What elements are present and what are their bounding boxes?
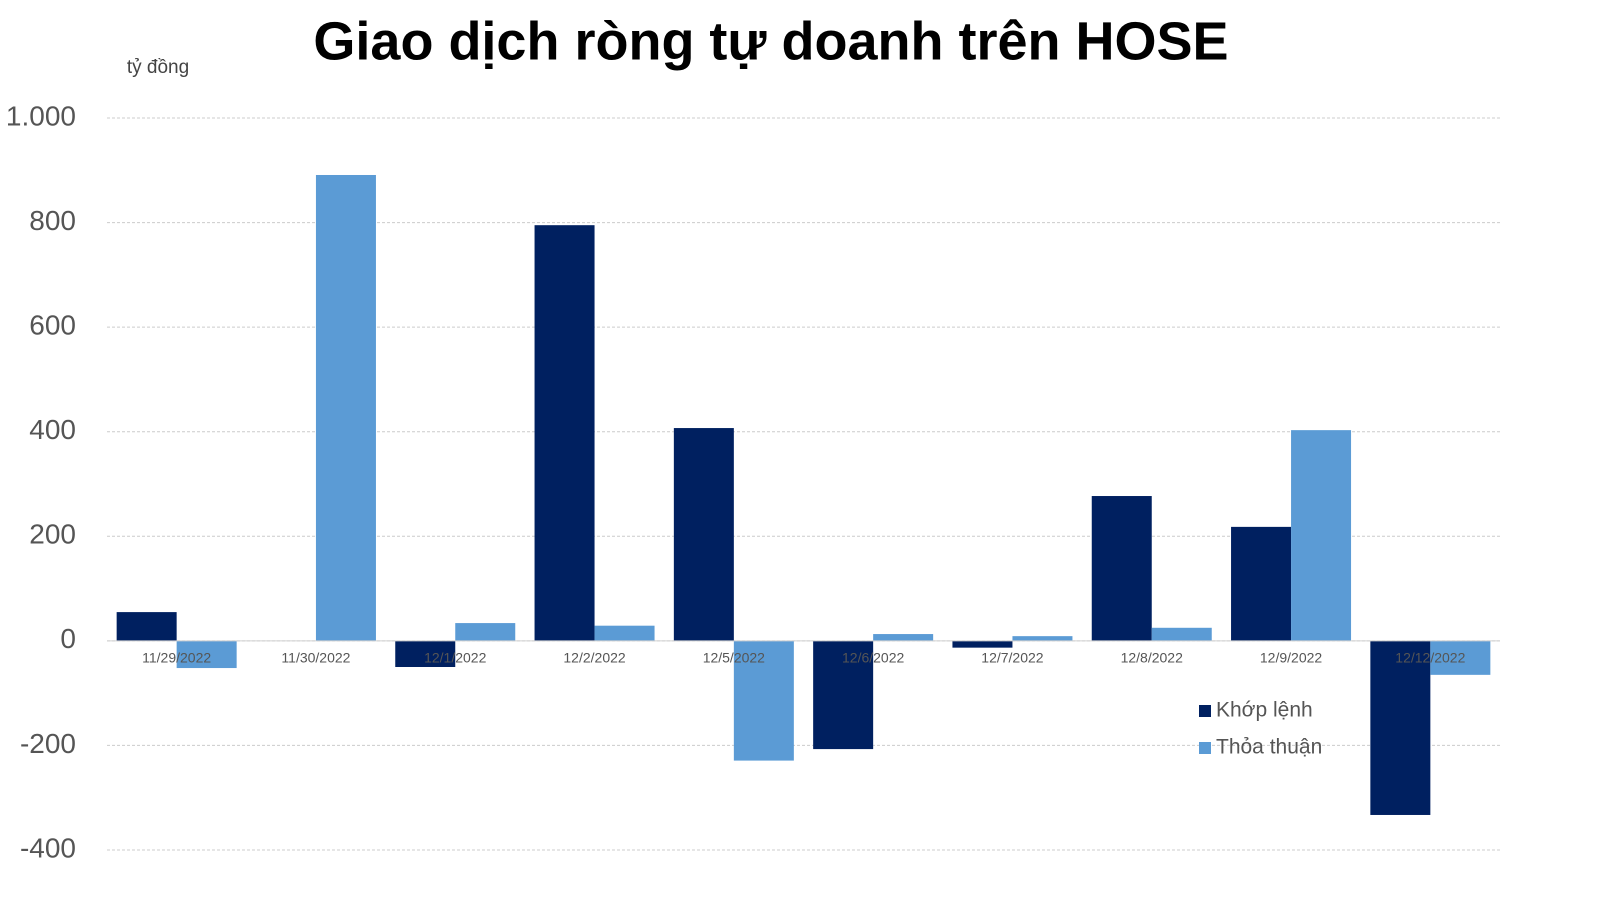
bar — [116, 612, 177, 641]
y-tick-label: -400 — [20, 832, 76, 863]
bar — [176, 640, 237, 669]
bar — [395, 640, 456, 667]
x-tick-label: 12/5/2022 — [703, 650, 765, 666]
y-tick-label: 1.000 — [6, 100, 76, 131]
y-tick-label: 800 — [29, 205, 76, 236]
bar — [1370, 640, 1431, 815]
bar — [733, 640, 794, 761]
y-tick-label: -200 — [20, 728, 76, 759]
x-tick-label: 12/7/2022 — [981, 650, 1043, 666]
x-tick-label: 12/8/2022 — [1121, 650, 1183, 666]
bar — [1012, 636, 1073, 641]
legend-swatch — [1199, 742, 1211, 754]
bar — [1151, 627, 1212, 641]
bar — [1091, 496, 1152, 641]
bar — [534, 225, 595, 641]
bar — [873, 634, 934, 641]
y-axis-unit: tỷ đồng — [127, 57, 189, 78]
bar — [1231, 526, 1292, 641]
bar — [952, 640, 1013, 648]
x-tick-label: 11/29/2022 — [142, 650, 211, 666]
bar — [594, 625, 655, 641]
bar — [455, 623, 516, 641]
bar — [1430, 640, 1491, 675]
y-tick-label: 600 — [29, 310, 76, 341]
x-tick-label: 11/30/2022 — [281, 650, 350, 666]
y-tick-label: 0 — [60, 623, 76, 654]
bar — [813, 640, 874, 750]
chart-title: Giao dịch ròng tự doanh trên HOSE — [313, 11, 1228, 71]
legend-swatch — [1199, 705, 1211, 717]
y-tick-label: 400 — [29, 414, 76, 445]
bar — [673, 428, 734, 641]
bar — [1291, 430, 1352, 641]
legend-label: Khớp lệnh — [1216, 699, 1313, 722]
x-tick-label: 12/6/2022 — [842, 650, 904, 666]
y-tick-label: 200 — [29, 519, 76, 550]
x-tick-label: 12/9/2022 — [1260, 650, 1322, 666]
bar — [315, 174, 376, 641]
x-tick-label: 12/12/2022 — [1395, 650, 1465, 666]
legend-label: Thỏa thuận — [1216, 736, 1322, 759]
x-tick-label: 12/2/2022 — [563, 650, 625, 666]
x-tick-label: 12/1/2022 — [424, 650, 486, 666]
